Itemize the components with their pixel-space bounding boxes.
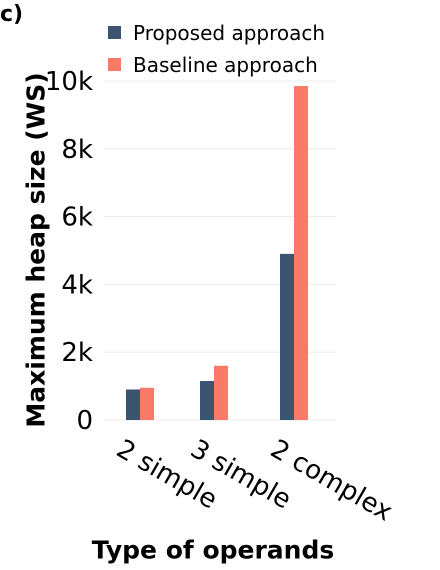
bar-baseline-1 <box>214 365 228 420</box>
y-tick-label: 8k <box>61 135 93 165</box>
bar-baseline-2 <box>294 86 308 421</box>
y-tick-label: 0 <box>76 406 93 436</box>
y-tick-label: 10k <box>45 67 93 97</box>
legend-label: Baseline approach <box>133 53 318 77</box>
legend-swatch-baseline <box>108 58 121 71</box>
bar-proposed-2 <box>280 253 294 420</box>
legend-label: Proposed approach <box>133 21 325 45</box>
x-tick-label: 2 complex <box>265 434 397 527</box>
x-axis-label: Type of operands <box>91 535 335 565</box>
y-tick-label: 4k <box>61 270 93 300</box>
y-tick-label: 2k <box>61 338 93 368</box>
panel-label: c) <box>0 2 24 27</box>
bar-baseline-0 <box>140 387 154 420</box>
y-tick-label: 6k <box>61 203 93 233</box>
legend-swatch-proposed <box>108 26 121 39</box>
bar-proposed-1 <box>200 381 214 420</box>
bar-proposed-0 <box>126 389 140 420</box>
